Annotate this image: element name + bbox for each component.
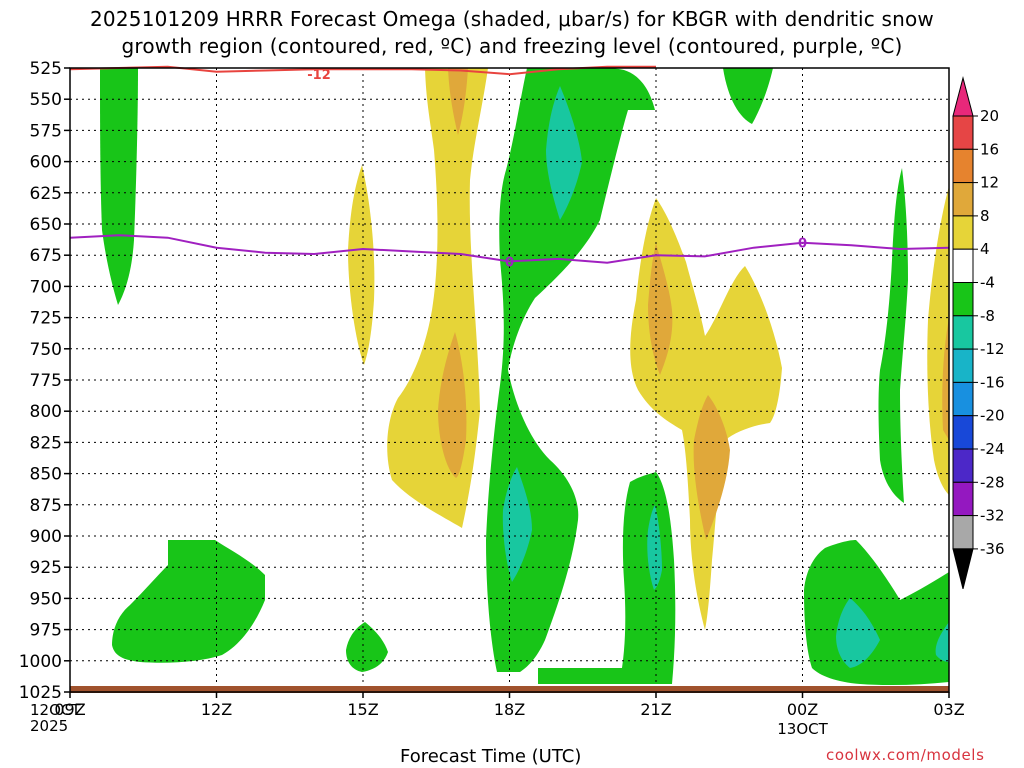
omega-negative-region (538, 472, 676, 684)
colorbar-segment (952, 182, 974, 217)
chart-title: 2025101209 HRRR Forecast Omega (shaded, … (0, 6, 1024, 60)
colorbar-segment (952, 76, 974, 117)
omega-positive-region (438, 332, 467, 478)
colorbar-segment (952, 248, 974, 283)
y-tick-label: 600 (30, 153, 62, 173)
colorbar-segment (952, 415, 974, 450)
y-tick-label: 900 (30, 527, 62, 547)
run-date: 12OCT 2025 (30, 702, 81, 734)
x-tick-label: 03Z (933, 700, 964, 719)
colorbar-segment (952, 381, 974, 417)
omega-negative-region (935, 622, 949, 662)
colorbar-label: -12 (980, 340, 1005, 358)
omega-negative-region (878, 168, 908, 503)
omega-negative-region (723, 68, 773, 124)
colorbar-segment (952, 282, 974, 317)
colorbar-label: 8 (980, 207, 990, 225)
y-tick-label: 625 (30, 184, 62, 204)
colorbar-segment (952, 215, 974, 250)
x-tick-sublabel: 13OCT (777, 720, 828, 738)
y-tick-label: 975 (30, 621, 62, 641)
colorbar-segment (952, 515, 974, 550)
colorbar-segment (952, 148, 974, 184)
x-tick-label: 00Z (787, 700, 818, 719)
omega-negative-region (346, 622, 388, 672)
y-tick-label: 850 (30, 465, 62, 485)
run-date-year: 2025 (30, 717, 69, 735)
colorbar-label: 12 (980, 174, 999, 192)
omega-positive-region (448, 68, 468, 135)
colorbar-segment (952, 481, 974, 517)
y-tick-label: 575 (30, 121, 62, 141)
x-tick-label: 18Z (494, 700, 525, 719)
omega-negative-region (502, 467, 532, 582)
y-tick-label: 1025 (19, 683, 62, 703)
colorbar-segment (952, 348, 974, 383)
freezing-level-contour (69, 234, 950, 264)
y-tick-label: 675 (30, 246, 62, 266)
colorbar-label: 16 (980, 140, 999, 158)
title-line-1: 2025101209 HRRR Forecast Omega (shaded, … (90, 7, 934, 31)
y-tick-label: 525 (30, 59, 62, 79)
grid-lines (70, 68, 949, 692)
colorbar-segment (952, 448, 974, 483)
colorbar-segment (952, 315, 974, 350)
colorbar-label: -28 (980, 473, 1005, 491)
y-axis: 525 550 575 600 625 650 675 700 725 750 775 800 825 8… (19, 59, 70, 703)
colorbar-label: -24 (980, 440, 1005, 458)
omega-positive-region (648, 243, 673, 375)
omega-negative-region (647, 505, 662, 590)
y-tick-label: 950 (30, 589, 62, 609)
colorbar-label: -20 (980, 407, 1005, 425)
x-tick-label: 12Z (201, 700, 232, 719)
colorbar-segment (952, 548, 974, 590)
run-date-day: 12OCT (30, 701, 81, 719)
omega-negative-region (836, 598, 880, 668)
freezing-contour-label: 0 (505, 255, 514, 270)
y-tick-label: 700 (30, 277, 62, 297)
colorbar-label: -4 (980, 274, 995, 292)
colorbar-label: -16 (980, 373, 1005, 391)
y-tick-label: 550 (30, 90, 62, 110)
y-tick-label: 925 (30, 558, 62, 578)
title-line-2: growth region (contoured, red, ºC) and f… (121, 34, 903, 58)
x-tick-label: 21Z (640, 700, 671, 719)
credit-link[interactable]: coolwx.com/models (826, 746, 985, 764)
omega-positive-region (348, 165, 375, 365)
y-tick-label: 775 (30, 371, 62, 391)
colorbar-label: 20 (980, 107, 999, 125)
y-tick-label: 825 (30, 433, 62, 453)
y-tick-label: 750 (30, 340, 62, 360)
freezing-contour-label: 0 (798, 237, 807, 252)
x-tick-label: 09Z (54, 700, 85, 719)
omega-negative-region (112, 540, 265, 663)
surface-terrain-band (70, 686, 949, 693)
x-axis-title: Forecast Time (UTC) (400, 746, 582, 767)
contour-labels: -12 0 0 (307, 68, 807, 270)
y-tick-label: 875 (30, 496, 62, 516)
omega-negative-region (100, 68, 138, 305)
y-tick-label: 650 (30, 215, 62, 235)
colorbar: 20 16 12 8 4 -4 -8 -12 -16 -20 -24 -28 -32 -36 (952, 76, 1005, 590)
y-tick-label: 1000 (19, 652, 62, 672)
colorbar-label: -32 (980, 507, 1005, 525)
y-tick-label: 800 (30, 402, 62, 422)
colorbar-label: -36 (980, 540, 1005, 558)
omega-positive-region (693, 395, 730, 540)
x-tick-label: 15Z (347, 700, 378, 719)
colorbar-label: -8 (980, 307, 995, 325)
colorbar-label: 4 (980, 240, 990, 258)
colorbar-segment (952, 115, 974, 150)
omega-shading (100, 68, 949, 686)
omega-negative-region (546, 86, 582, 220)
dendritic-contour-label: -12 (307, 68, 331, 83)
dendritic-growth-contour (69, 65, 656, 76)
y-tick-label: 725 (30, 309, 62, 329)
